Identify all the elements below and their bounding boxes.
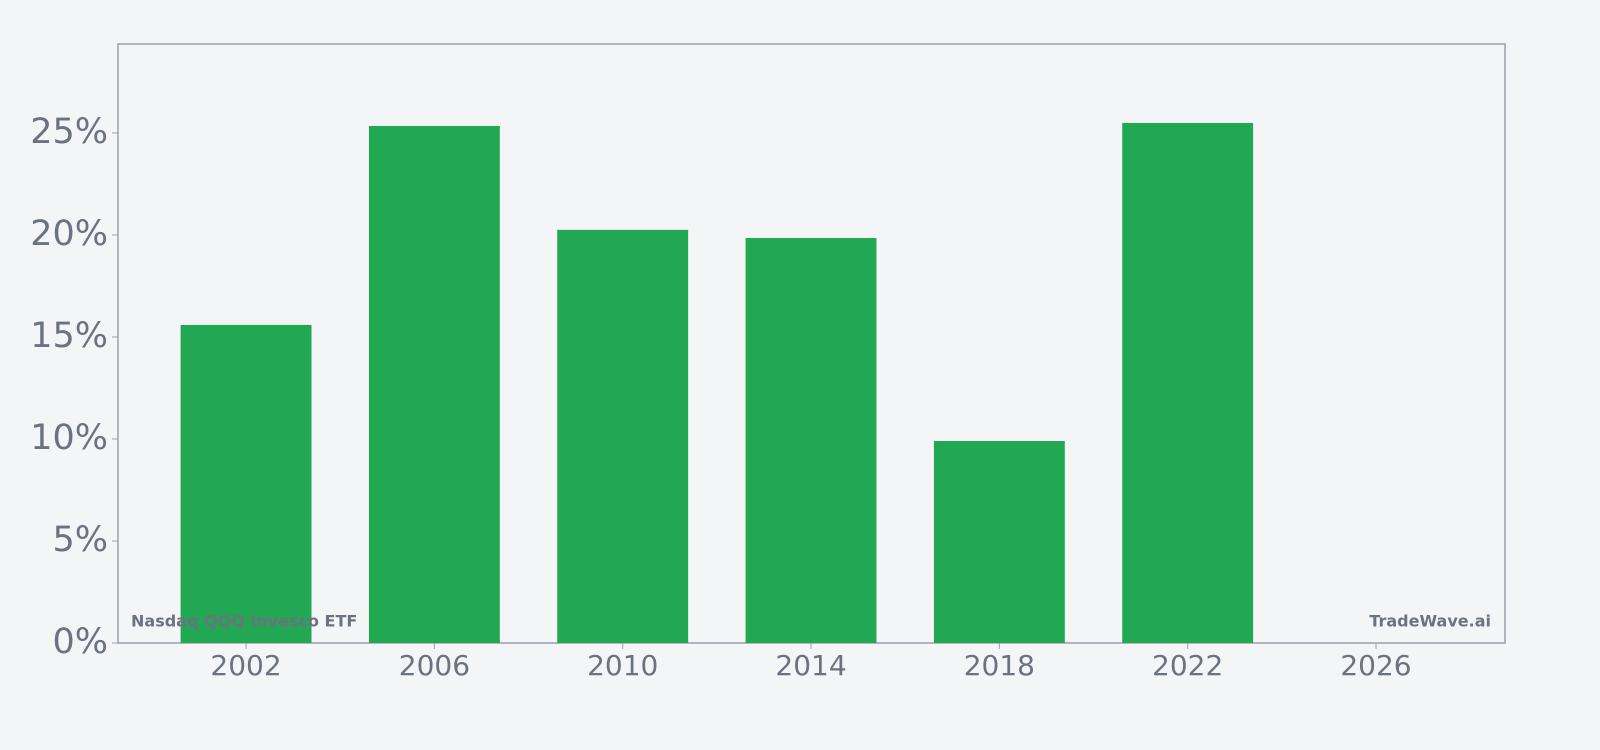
x-tick-label: 2006 xyxy=(399,649,470,682)
bar xyxy=(1122,122,1254,643)
x-tick-label: 2010 xyxy=(587,649,658,682)
y-tick-label: 15% xyxy=(30,316,108,356)
y-tick-label: 0% xyxy=(52,622,108,662)
x-tick-label: 2014 xyxy=(775,649,846,682)
bar xyxy=(557,229,689,643)
y-tick-label: 20% xyxy=(30,214,108,254)
y-tick-label: 25% xyxy=(30,112,108,152)
annotation: Nasdaq QQQ Invesco ETF xyxy=(131,612,357,631)
bar xyxy=(933,441,1065,643)
y-tick-label: 10% xyxy=(30,418,108,458)
x-tick-label: 2026 xyxy=(1340,649,1411,682)
x-tick-label: 2022 xyxy=(1152,649,1223,682)
annotation: TradeWave.ai xyxy=(1369,612,1491,631)
bar xyxy=(368,126,500,643)
marks xyxy=(180,122,1254,643)
y-tick-label: 5% xyxy=(52,520,108,560)
x-tick-label: 2018 xyxy=(964,649,1035,682)
bar xyxy=(745,238,877,643)
bar xyxy=(180,324,312,643)
x-tick-label: 2002 xyxy=(210,649,281,682)
